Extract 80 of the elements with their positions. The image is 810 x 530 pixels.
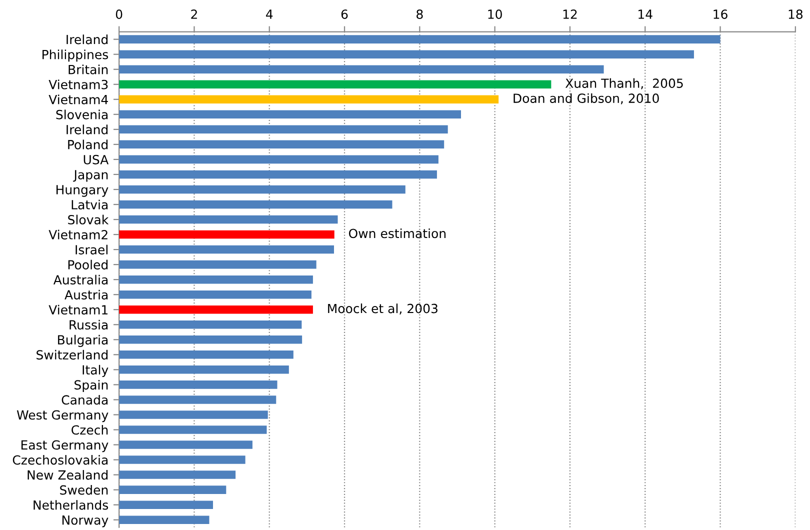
y-tick-label: Italy — [82, 364, 108, 378]
y-tick-label: Vietnam1 — [48, 304, 108, 315]
bar — [119, 275, 313, 284]
y-tick-label: Ireland — [66, 34, 108, 44]
x-tick-label: 4 — [266, 10, 273, 19]
bar — [119, 336, 302, 344]
x-tick-label: 8 — [416, 10, 423, 19]
bar — [119, 170, 437, 179]
bar — [119, 80, 552, 88]
bar — [119, 350, 294, 359]
bar — [119, 486, 226, 494]
bar — [119, 140, 444, 149]
y-tick-label: Switzerland — [36, 350, 108, 360]
bar — [119, 200, 392, 209]
y-tick-label: Norway — [62, 515, 108, 528]
bar — [119, 380, 278, 389]
y-tick-label: East Germany — [21, 440, 108, 452]
bar — [119, 215, 338, 224]
y-tick-label: Canada — [62, 394, 108, 405]
y-tick-label: Slovak — [68, 214, 109, 224]
annotation: Xuan Thanh, 2005 — [565, 78, 683, 90]
x-tick-label: 16 — [714, 10, 728, 19]
x-tick-label: 12 — [563, 10, 577, 19]
y-tick-label: Australia — [53, 274, 108, 284]
bar — [119, 366, 289, 374]
bar — [119, 125, 448, 134]
bar — [119, 65, 604, 74]
y-tick-label: Bulgaria — [58, 334, 108, 347]
y-tick-label: Vietnam4 — [48, 94, 108, 104]
bar — [119, 456, 246, 464]
bar — [119, 305, 313, 314]
annotation: Doan and Gibson, 2010 — [514, 93, 659, 104]
bar — [119, 410, 268, 419]
bar — [119, 245, 334, 254]
bar — [119, 260, 316, 269]
y-tick-label: Spain — [74, 380, 108, 392]
y-tick-label: Czechoslovakia — [12, 455, 108, 465]
y-tick-label: Latvia — [72, 200, 108, 210]
bar — [119, 110, 461, 119]
bar — [119, 440, 252, 449]
y-tick-label: Vietnam3 — [48, 80, 108, 90]
y-tick-label: Netherlands — [34, 500, 108, 510]
bar — [119, 155, 438, 164]
bar — [119, 470, 236, 479]
y-tick-label: New Zealand — [28, 470, 108, 480]
bar — [119, 50, 694, 58]
bar — [119, 426, 267, 434]
x-tick-label: 6 — [341, 10, 348, 19]
y-tick-label: Hungary — [56, 185, 108, 197]
bar — [119, 230, 334, 239]
bar — [119, 290, 312, 299]
y-tick-label: West Germany — [16, 410, 108, 422]
bar — [119, 500, 214, 509]
bar — [119, 396, 276, 404]
x-tick-label: 0 — [116, 10, 122, 19]
y-tick-label: Russia — [70, 320, 108, 330]
annotation: Own estimation — [348, 228, 446, 238]
bar — [119, 35, 720, 44]
y-tick-label: Pooled — [68, 260, 108, 270]
y-tick-label: Poland — [68, 140, 108, 150]
x-tick-label: 18 — [788, 10, 803, 19]
x-tick-label: 14 — [638, 10, 652, 19]
y-tick-label: Vietnam2 — [48, 230, 108, 240]
annotation: Moock et al, 2003 — [328, 304, 438, 315]
y-tick-label: Czech — [72, 424, 108, 435]
y-tick-label: Austria — [64, 290, 108, 300]
x-tick-label: 2 — [191, 10, 197, 19]
y-tick-label: Sweden — [60, 485, 108, 495]
y-tick-label: Britain — [68, 64, 108, 74]
bar — [119, 95, 499, 104]
y-tick-label: Slovenia — [56, 110, 108, 120]
y-tick-label: Israel — [76, 244, 108, 254]
bar — [119, 185, 406, 194]
bar — [119, 516, 210, 524]
y-tick-label: Philippines — [42, 50, 108, 62]
y-tick-label: USA — [84, 154, 109, 164]
x-tick-label: 10 — [488, 10, 502, 19]
y-tick-label: Ireland — [66, 124, 108, 134]
bar — [119, 320, 302, 329]
y-tick-label: Japan — [73, 170, 108, 182]
